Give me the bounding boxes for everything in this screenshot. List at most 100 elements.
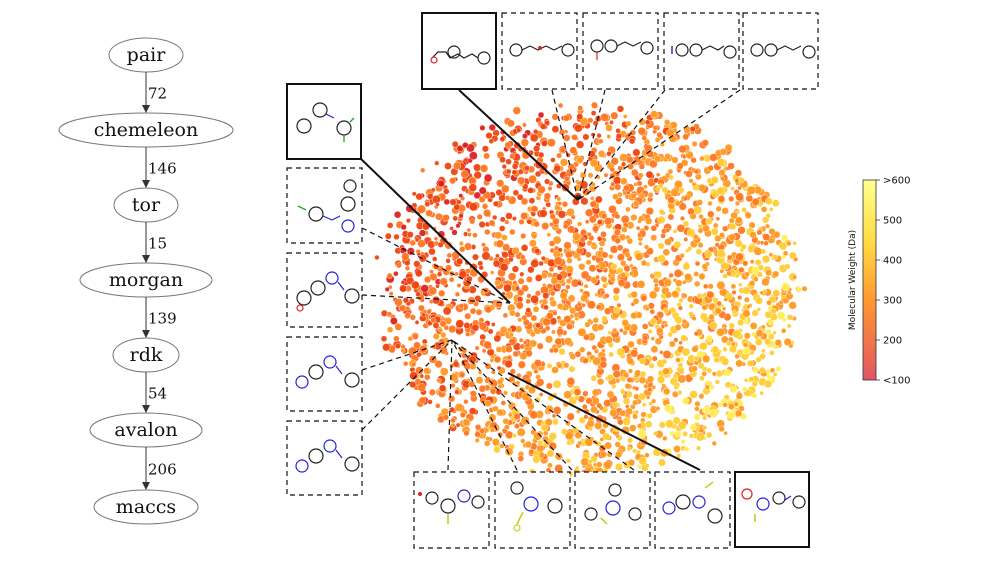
scatter-point <box>629 271 635 277</box>
scatter-point <box>756 229 763 236</box>
scatter-point <box>638 172 644 179</box>
thumbnail-left-4[interactable] <box>286 336 363 412</box>
thumbnail-top-2[interactable] <box>501 12 578 90</box>
scatter-point <box>588 264 597 273</box>
scatter-point <box>549 221 554 227</box>
scatter-point <box>526 275 533 283</box>
scatter-point <box>507 272 517 281</box>
scatter-point <box>521 284 529 293</box>
scatter-point <box>418 396 426 405</box>
thumbnail-left-1[interactable] <box>286 83 362 160</box>
molecule-structure-icon <box>510 481 563 532</box>
thumbnail-bottom-4[interactable] <box>654 471 731 549</box>
scatter-point <box>631 168 639 177</box>
scatter-point <box>609 245 619 254</box>
scatter-point <box>559 291 568 300</box>
scatter-point <box>445 258 451 264</box>
scatter-point <box>602 432 611 441</box>
scatter-point <box>655 406 661 411</box>
scatter-point <box>506 354 513 361</box>
scatter-point <box>550 276 559 285</box>
scatter-point <box>576 256 582 262</box>
scatter-point <box>667 331 673 338</box>
scatter-point <box>484 440 491 447</box>
thumbnail-bottom-1[interactable] <box>413 471 490 549</box>
scatter-point <box>528 449 535 455</box>
scatter-point <box>575 465 580 471</box>
scatter-point <box>557 247 563 253</box>
scatter-point <box>534 248 541 255</box>
thumbnail-top-1[interactable] <box>421 12 497 90</box>
scatter-point <box>544 178 551 185</box>
scatter-point <box>580 294 589 303</box>
scatter-point <box>781 328 787 334</box>
scatter-point <box>551 366 559 374</box>
scatter-point <box>566 207 575 217</box>
scatter-point <box>547 462 553 469</box>
scatter-point <box>511 265 520 273</box>
scatter-point <box>726 254 733 261</box>
scatter-point <box>652 277 659 284</box>
scatter-point <box>554 204 561 211</box>
scatter-point <box>721 207 729 215</box>
thumbnail-bottom-5[interactable] <box>734 471 810 548</box>
molecule-structure-icon <box>509 43 575 57</box>
scatter-point <box>430 187 436 193</box>
molecule-structure-icon <box>297 179 357 233</box>
scatter-point <box>530 133 539 143</box>
scatter-point <box>582 357 589 364</box>
scatter-point <box>565 284 571 290</box>
scatter-point <box>742 346 751 355</box>
scatter-point <box>528 174 537 184</box>
scatter-point <box>662 248 670 257</box>
scatter-point <box>594 421 603 430</box>
scatter-point <box>579 180 589 190</box>
thumbnail-left-5[interactable] <box>286 420 363 496</box>
thumbnail-left-3[interactable] <box>286 252 363 328</box>
connector-dashed <box>551 89 579 201</box>
scatter-point <box>721 262 730 271</box>
thumbnail-top-4[interactable] <box>663 12 740 90</box>
scatter-point <box>616 244 624 252</box>
scatter-point <box>733 401 739 407</box>
scatter-point <box>587 459 593 465</box>
scatter-point <box>682 220 690 228</box>
thumbnail-left-2[interactable] <box>286 167 363 244</box>
scatter-point <box>413 260 421 268</box>
scatter-point <box>722 273 728 279</box>
scatter-point <box>597 150 606 158</box>
scatter-point <box>519 254 526 261</box>
scatter-point <box>696 445 702 451</box>
scatter-point <box>661 186 669 194</box>
scatter-point <box>584 321 591 328</box>
scatter-point <box>707 283 714 290</box>
connector-dashed <box>451 339 635 471</box>
scatter-point <box>543 192 552 200</box>
scatter-point <box>469 407 477 415</box>
scatter-point <box>695 432 705 442</box>
thumbnail-bottom-2[interactable] <box>494 471 571 549</box>
thumbnail-top-3[interactable] <box>582 12 659 90</box>
scatter-point <box>628 138 636 145</box>
scatter-point <box>671 290 679 298</box>
connector-solid-top <box>458 89 579 201</box>
scatter-point <box>427 399 433 405</box>
scatter-point <box>620 260 627 267</box>
scatter-point <box>536 378 545 387</box>
scatter-point <box>665 228 670 233</box>
scatter-point <box>627 459 636 467</box>
scatter-point <box>675 357 681 363</box>
scatter-point <box>705 217 713 225</box>
thumbnail-top-5[interactable] <box>742 12 819 90</box>
scatter-point <box>648 362 655 369</box>
scatter-point <box>658 458 666 467</box>
scatter-point <box>663 278 672 287</box>
scatter-point <box>775 365 782 372</box>
scatter-point <box>760 206 768 213</box>
colorbar-tick-label: 400 <box>883 256 902 267</box>
thumbnail-bottom-3[interactable] <box>574 471 651 549</box>
scatter-point <box>463 430 470 437</box>
scatter-point <box>449 226 454 231</box>
scatter-point <box>731 309 737 315</box>
scatter-point <box>630 312 638 320</box>
